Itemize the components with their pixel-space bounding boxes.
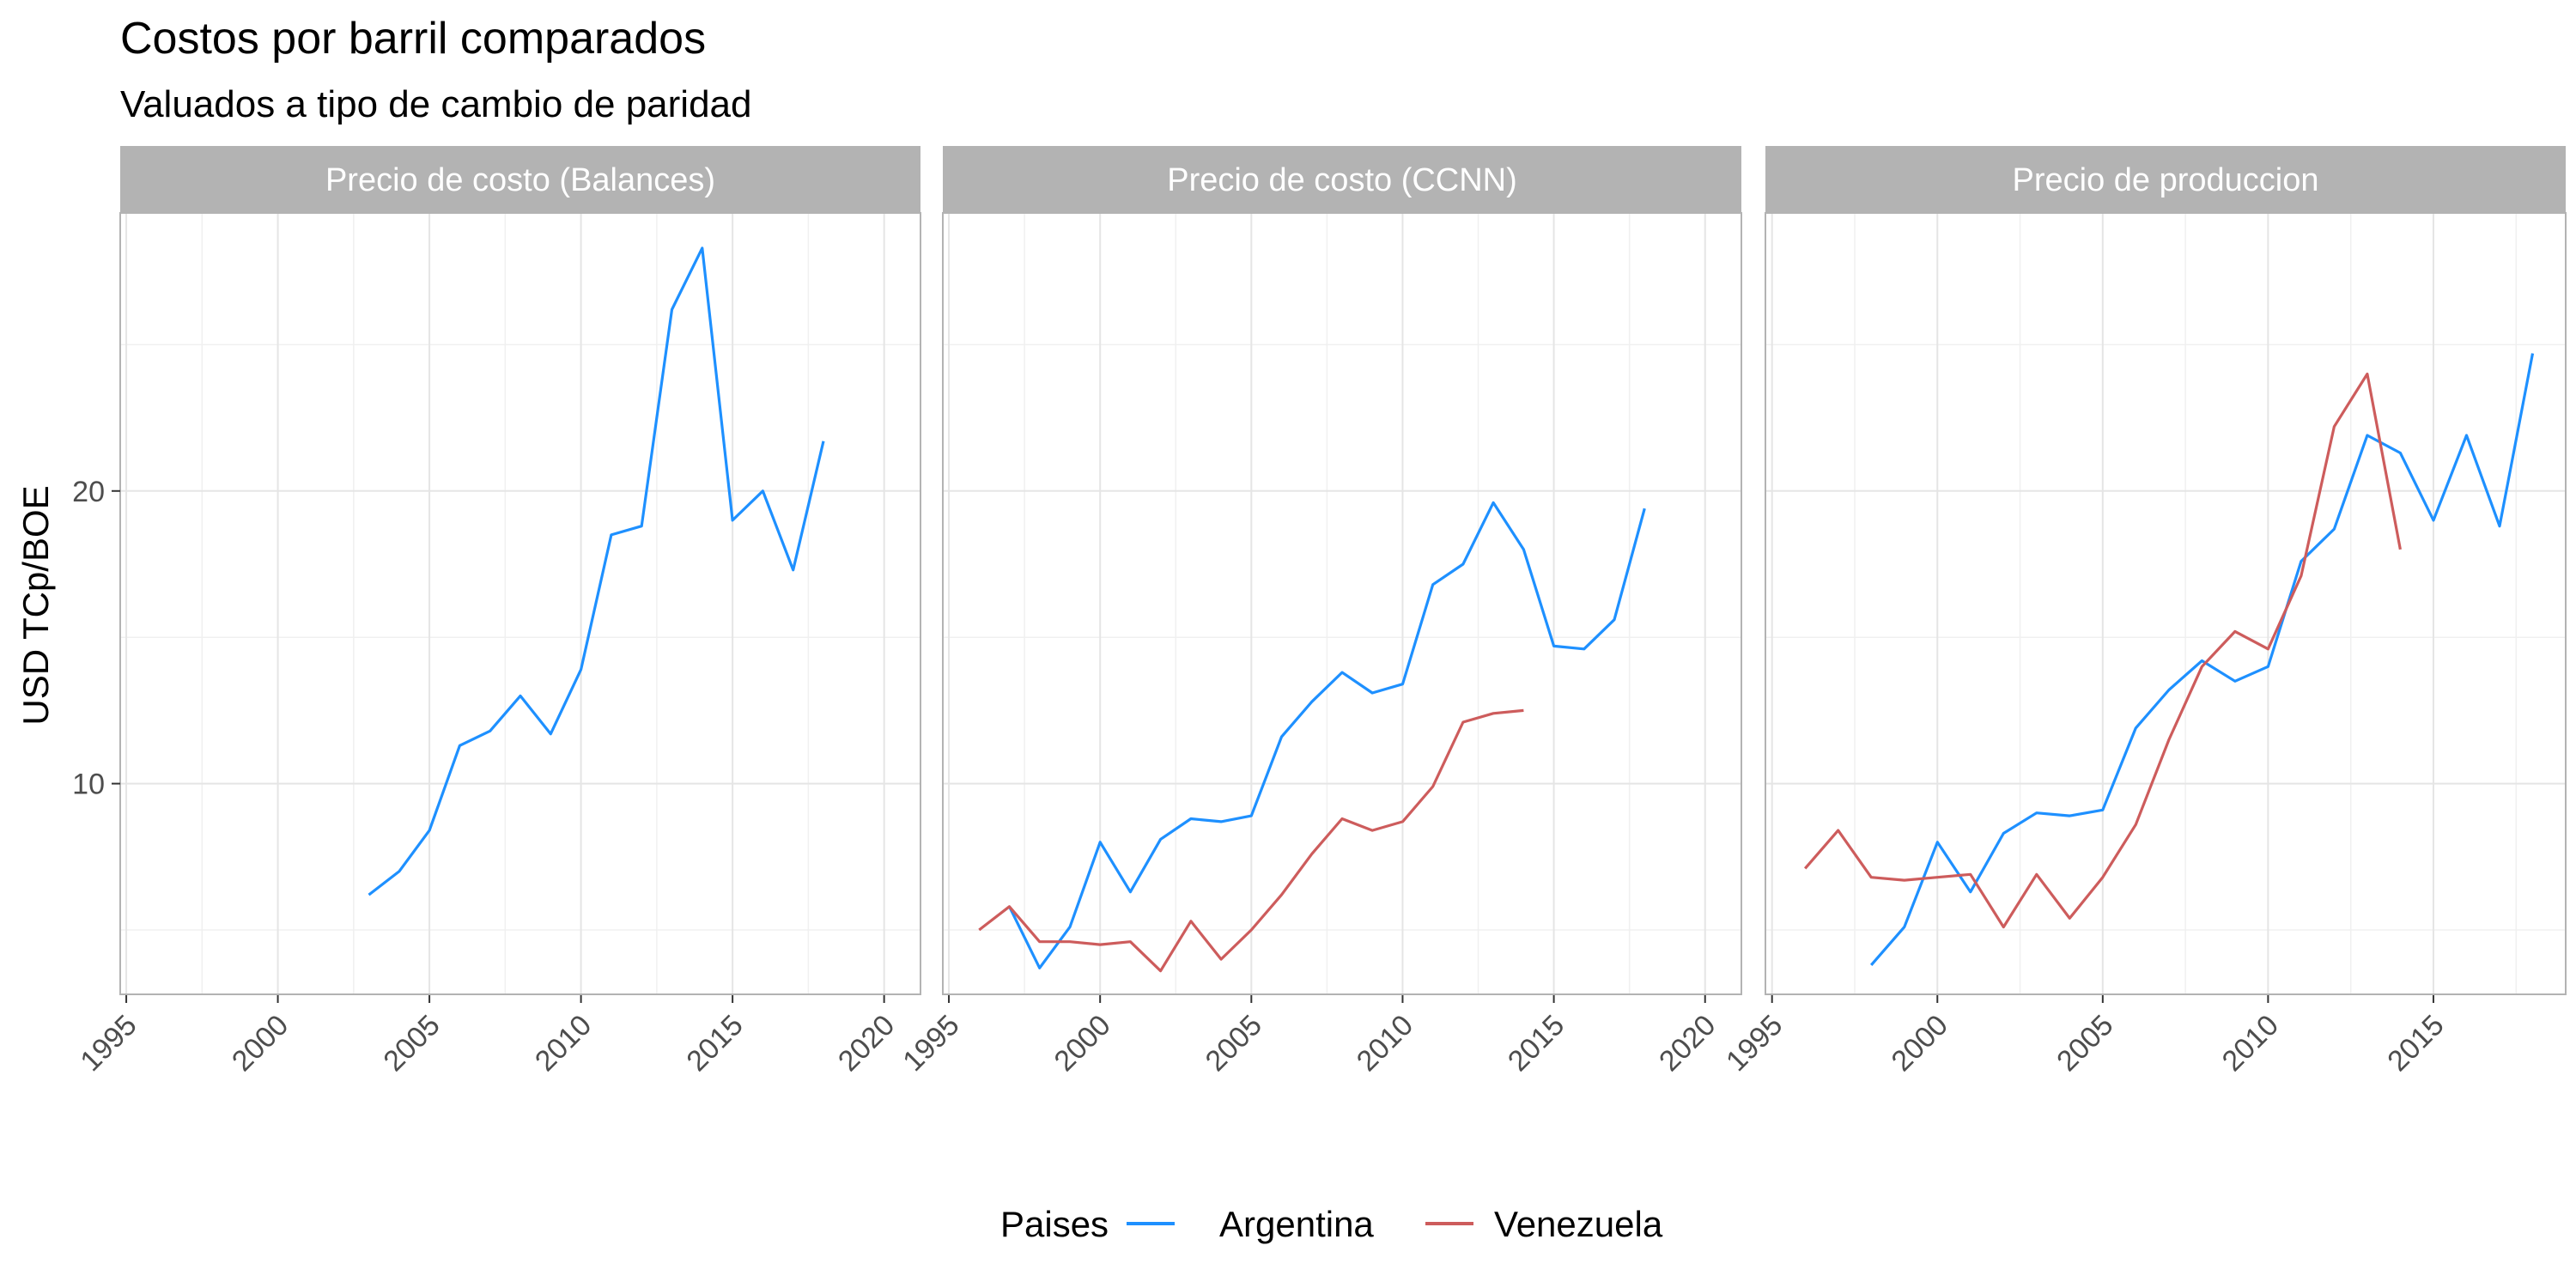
facet-strip <box>943 146 1741 213</box>
facet-panel-1: Precio de costo (Balances) 1995 2000 2005 20… <box>72 146 921 1078</box>
x-tick-label: 2020 <box>1653 1009 1722 1078</box>
x-tick-label: 2005 <box>2050 1009 2119 1078</box>
x-tick-label: 2015 <box>680 1009 749 1078</box>
facet-panel-2: Precio de costo (CCNN) 1995 2000 2005 2010 20… <box>896 146 1742 1078</box>
x-tick-label: 2005 <box>377 1009 446 1078</box>
x-tick-label: 2000 <box>1048 1009 1116 1078</box>
facet-strip <box>1765 146 2566 213</box>
x-tick-label: 2000 <box>1886 1009 1954 1078</box>
facet-strip-label: Precio de produccion <box>2013 162 2319 198</box>
x-tick-label: 2020 <box>832 1009 901 1078</box>
facet-strip-label: Precio de costo (CCNN) <box>1167 162 1517 198</box>
x-tick-label: 2005 <box>1200 1009 1268 1078</box>
legend-label-argentina: Argentina <box>1219 1204 1374 1244</box>
y-tick-label: 10 <box>72 769 105 801</box>
x-tick-label: 2010 <box>529 1009 598 1078</box>
chart-subtitle: Valuados a tipo de cambio de paridad <box>120 83 751 125</box>
panel-border <box>1765 212 2567 995</box>
x-tick-label: 2010 <box>2216 1009 2285 1078</box>
series-line-argentina <box>1869 353 2535 966</box>
series-line-venezuela <box>978 708 1524 973</box>
legend-title: Paises <box>1000 1204 1109 1244</box>
facet-panel-3: Precio de produccion 1995 2000 2005 2010 2015 <box>1720 146 2567 1078</box>
x-tick-label: 2015 <box>2381 1009 2450 1078</box>
y-axis-label: USD TCp/BOE <box>15 485 56 725</box>
facet-strip <box>120 146 920 213</box>
panel-border <box>942 212 1742 995</box>
y-tick-label: 20 <box>72 476 105 508</box>
facet-panels: Precio de costo (Balances) 1995 2000 2005 20… <box>72 146 2567 1078</box>
x-tick-label: 2010 <box>1351 1009 1419 1078</box>
x-tick-label: 1995 <box>1720 1009 1789 1078</box>
legend-label-venezuela: Venezuela <box>1494 1204 1663 1244</box>
chart-title: Costos por barril comparados <box>120 14 706 64</box>
legend: Paises Argentina Venezuela <box>1000 1204 1663 1244</box>
x-tick-label: 1995 <box>74 1009 143 1078</box>
panel-border <box>119 212 921 995</box>
x-tick-label: 2015 <box>1502 1009 1571 1078</box>
series-line-argentina <box>368 246 825 896</box>
series-line-venezuela <box>1803 372 2402 929</box>
x-tick-label: 1995 <box>896 1009 965 1078</box>
facet-strip-label: Precio de costo (Balances) <box>325 162 715 198</box>
series-line-argentina <box>1008 501 1646 969</box>
x-tick-label: 2000 <box>226 1009 295 1078</box>
